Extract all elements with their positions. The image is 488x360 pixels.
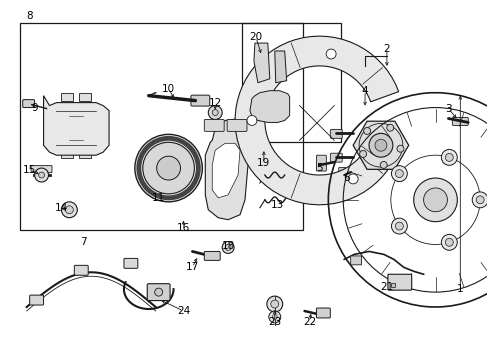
Circle shape xyxy=(441,149,456,165)
Circle shape xyxy=(391,218,407,234)
Circle shape xyxy=(325,49,335,59)
FancyBboxPatch shape xyxy=(31,166,52,172)
Text: 7: 7 xyxy=(80,237,86,247)
Polygon shape xyxy=(235,36,398,205)
Circle shape xyxy=(270,300,278,308)
Text: 1: 1 xyxy=(456,284,463,294)
FancyBboxPatch shape xyxy=(330,129,342,138)
Circle shape xyxy=(347,174,357,184)
Bar xyxy=(20,23,302,230)
Polygon shape xyxy=(253,43,269,83)
Circle shape xyxy=(395,222,403,230)
Circle shape xyxy=(224,244,231,251)
Circle shape xyxy=(61,202,77,218)
Bar xyxy=(61,93,73,100)
Text: 21: 21 xyxy=(380,282,393,292)
FancyBboxPatch shape xyxy=(123,258,138,268)
Text: 15: 15 xyxy=(23,165,36,175)
Text: 11: 11 xyxy=(152,193,165,203)
Bar xyxy=(79,93,91,100)
Circle shape xyxy=(391,166,407,181)
Circle shape xyxy=(272,314,277,319)
Circle shape xyxy=(39,172,44,178)
Circle shape xyxy=(212,109,218,116)
FancyBboxPatch shape xyxy=(350,256,361,265)
FancyBboxPatch shape xyxy=(74,265,88,275)
Polygon shape xyxy=(205,118,247,220)
Circle shape xyxy=(268,311,280,323)
Text: 12: 12 xyxy=(208,98,222,108)
Text: 16: 16 xyxy=(177,222,190,233)
Text: 9: 9 xyxy=(31,103,38,113)
Circle shape xyxy=(363,127,370,135)
Circle shape xyxy=(368,133,392,157)
Polygon shape xyxy=(275,57,285,78)
Circle shape xyxy=(445,238,452,246)
Bar xyxy=(61,150,73,158)
Text: 19: 19 xyxy=(257,158,270,168)
Text: 24: 24 xyxy=(177,306,190,316)
Text: 10: 10 xyxy=(162,84,175,94)
Polygon shape xyxy=(249,91,289,122)
Circle shape xyxy=(35,168,48,182)
Circle shape xyxy=(441,234,456,250)
Circle shape xyxy=(445,153,452,161)
Circle shape xyxy=(156,156,180,180)
Polygon shape xyxy=(212,143,240,198)
Text: 22: 22 xyxy=(302,317,315,327)
Circle shape xyxy=(475,196,483,204)
Circle shape xyxy=(208,105,222,120)
Text: 5: 5 xyxy=(315,163,322,173)
Polygon shape xyxy=(43,96,109,155)
Circle shape xyxy=(395,170,403,177)
Circle shape xyxy=(246,116,256,125)
FancyBboxPatch shape xyxy=(226,120,246,131)
Bar xyxy=(79,150,91,158)
FancyBboxPatch shape xyxy=(190,95,209,106)
Bar xyxy=(242,23,341,142)
Polygon shape xyxy=(274,51,286,83)
Text: 2: 2 xyxy=(383,44,389,54)
Text: 20: 20 xyxy=(249,32,262,42)
FancyBboxPatch shape xyxy=(338,168,345,180)
Circle shape xyxy=(142,142,194,194)
Text: 13: 13 xyxy=(270,200,284,210)
Circle shape xyxy=(396,145,403,152)
FancyBboxPatch shape xyxy=(204,120,224,131)
FancyBboxPatch shape xyxy=(316,308,330,318)
FancyBboxPatch shape xyxy=(316,155,325,171)
Polygon shape xyxy=(352,121,408,169)
Circle shape xyxy=(374,139,386,151)
Text: 3: 3 xyxy=(444,104,451,113)
Circle shape xyxy=(222,242,234,253)
Text: 6: 6 xyxy=(342,173,349,183)
FancyBboxPatch shape xyxy=(204,251,220,260)
FancyBboxPatch shape xyxy=(147,284,170,301)
Text: 8: 8 xyxy=(26,11,33,21)
FancyBboxPatch shape xyxy=(451,117,468,125)
Bar xyxy=(390,283,394,287)
Circle shape xyxy=(413,178,456,222)
Text: 4: 4 xyxy=(361,86,367,96)
FancyBboxPatch shape xyxy=(22,100,35,108)
Circle shape xyxy=(471,192,487,208)
Circle shape xyxy=(386,124,393,131)
Circle shape xyxy=(380,161,386,168)
Circle shape xyxy=(423,188,447,212)
Circle shape xyxy=(154,288,163,296)
FancyBboxPatch shape xyxy=(330,153,342,162)
FancyBboxPatch shape xyxy=(30,295,43,305)
Polygon shape xyxy=(255,49,268,76)
Text: 17: 17 xyxy=(185,262,199,272)
FancyBboxPatch shape xyxy=(387,274,411,290)
Text: 23: 23 xyxy=(267,317,281,327)
Text: 14: 14 xyxy=(55,203,68,213)
Circle shape xyxy=(266,296,282,312)
Circle shape xyxy=(65,206,73,214)
Circle shape xyxy=(135,134,202,202)
Text: 18: 18 xyxy=(221,242,234,252)
Circle shape xyxy=(359,150,366,157)
